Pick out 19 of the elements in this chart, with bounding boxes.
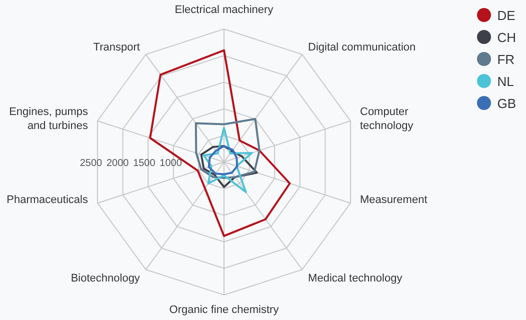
spoke-label: Medical technology <box>308 272 403 285</box>
y-tick-label: 1000 <box>160 158 182 169</box>
spoke-label: Engines, pumps and turbines <box>9 106 88 132</box>
spoke-label: Pharmaceuticals <box>6 194 88 206</box>
y-tick-label: 2500 <box>80 158 103 169</box>
y-tick-label: 2000 <box>106 158 130 169</box>
spoke-label: Electrical machinery <box>174 4 274 16</box>
legend-label: NL <box>497 74 514 88</box>
spoke-label: Organic fine chemistry <box>169 304 280 316</box>
spoke-label: Transport <box>93 41 140 54</box>
legend-label: FR <box>497 52 515 66</box>
spoke-label: Digital communication <box>308 41 416 54</box>
spoke-label: Computer technology <box>360 106 414 132</box>
spoke-label: Biotechnology <box>70 272 140 285</box>
spoke-label: Measurement <box>360 194 428 206</box>
y-tick-label: 1500 <box>133 158 156 169</box>
legend-label: DE <box>497 8 516 22</box>
legend-label: GB <box>497 96 516 110</box>
legend-label: CH <box>497 30 516 44</box>
